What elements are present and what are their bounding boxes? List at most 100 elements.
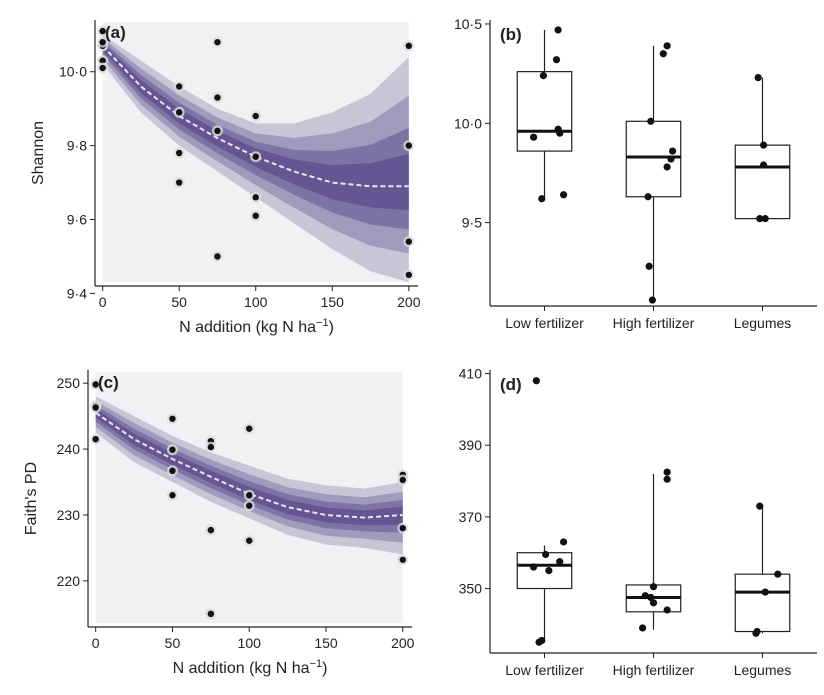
data-point [667, 155, 675, 163]
credible-band-a [102, 40, 409, 230]
y-tick-label-c: 220 [57, 573, 81, 589]
data-point [756, 215, 764, 223]
data-point [761, 588, 769, 596]
data-point [538, 195, 546, 203]
data-point [552, 56, 561, 64]
panel-d: Low fertilizer High fertilizer Legumes 350 3… [459, 366, 817, 678]
data-point [663, 606, 671, 614]
data-point [169, 467, 176, 475]
data-point [756, 502, 764, 510]
credible-band-a [102, 38, 409, 254]
box [516, 552, 573, 590]
data-point [99, 64, 106, 72]
data-point [663, 42, 671, 50]
y-axis-label-c: Faith's PD [23, 462, 40, 535]
y-tick-label-b: 10·0 [454, 115, 482, 131]
data-point [659, 50, 667, 58]
credible-band-a [102, 43, 409, 211]
data-point [556, 558, 564, 566]
data-point [645, 262, 653, 270]
data-point [207, 443, 215, 451]
y-tick-label-d: 350 [459, 581, 483, 597]
x-tick-label-c: 100 [238, 635, 262, 651]
data-point [246, 537, 253, 544]
x-axis-label-c: N addition (kg N ha−1) [173, 658, 328, 677]
box [516, 71, 573, 152]
data-point [99, 27, 106, 35]
data-point [759, 161, 768, 169]
category-label: High fertilizer [613, 662, 695, 678]
data-point [556, 129, 564, 137]
panel-label-b: (b) [500, 25, 522, 44]
data-point [535, 638, 543, 646]
data-point [647, 117, 655, 125]
data-point [532, 377, 540, 385]
data-point [639, 624, 647, 632]
data-point [648, 296, 657, 304]
data-point [399, 524, 406, 532]
y-tick-label-d: 390 [459, 437, 483, 453]
x-axis-label-superscript: −1 [316, 317, 329, 329]
x-tick-label-c: 0 [92, 635, 100, 651]
data-point [252, 212, 259, 220]
data-point [405, 271, 413, 279]
data-point [169, 492, 176, 499]
x-axis-label-superscript: −1 [310, 658, 323, 670]
data-point [405, 238, 413, 245]
data-point [530, 563, 538, 571]
data-point [752, 629, 760, 637]
data-point [252, 194, 259, 201]
data-point [644, 193, 652, 201]
data-point [774, 570, 782, 578]
y-tick-label-d: 410 [459, 366, 483, 382]
data-point [545, 567, 553, 575]
data-point [252, 153, 259, 160]
x-axis-label-main: N addition (kg N ha [179, 319, 316, 336]
data-point [252, 112, 259, 120]
y-tick-label-b: 9·5 [462, 215, 482, 231]
category-label: Legumes [734, 662, 792, 678]
y-tick-label-b: 10·5 [454, 16, 482, 32]
panel-label-a: (a) [105, 23, 126, 42]
data-point [99, 38, 106, 46]
data-point [641, 592, 649, 600]
y-tick-label-a: 9·6 [67, 212, 87, 228]
data-point [399, 476, 406, 484]
x-axis-label-close: ) [322, 660, 327, 677]
mean-fit-line-a [101, 45, 409, 188]
data-point [539, 72, 548, 80]
y-tick-label-a: 9·4 [67, 285, 87, 301]
y-tick-label-d: 370 [459, 509, 483, 525]
x-axis-label-close: ) [329, 319, 334, 336]
data-point [554, 26, 562, 34]
panel-c: 0 50 100 150 200 220 230 240 250 Faith's PD N addi… [23, 370, 415, 677]
data-point [530, 133, 538, 141]
box [734, 144, 791, 220]
data-point [649, 583, 658, 591]
x-tick-label-c: 150 [314, 635, 338, 651]
data-point [399, 556, 406, 563]
panel-label-c: (c) [98, 373, 119, 392]
data-point [649, 599, 658, 607]
data-point [92, 404, 99, 411]
data-point [405, 42, 413, 50]
data-point [92, 435, 99, 443]
category-label: Low fertilizer [505, 662, 584, 678]
data-point [663, 475, 671, 483]
y-tick-label-a: 9·8 [67, 138, 87, 154]
data-point [207, 526, 215, 534]
data-point [175, 83, 183, 90]
data-point [246, 502, 253, 509]
y-tick-label-c: 230 [57, 507, 81, 523]
data-point [214, 94, 221, 101]
credible-band-c [95, 401, 403, 543]
x-tick-label-a: 50 [171, 294, 187, 310]
data-point [668, 147, 677, 155]
category-label: Legumes [734, 315, 792, 331]
y-axis-label-a: Shannon [30, 121, 47, 185]
x-tick-label-c: 50 [165, 635, 181, 651]
credible-band-c [95, 405, 403, 533]
data-point [92, 381, 99, 388]
data-point [169, 446, 176, 453]
data-point [663, 468, 671, 476]
